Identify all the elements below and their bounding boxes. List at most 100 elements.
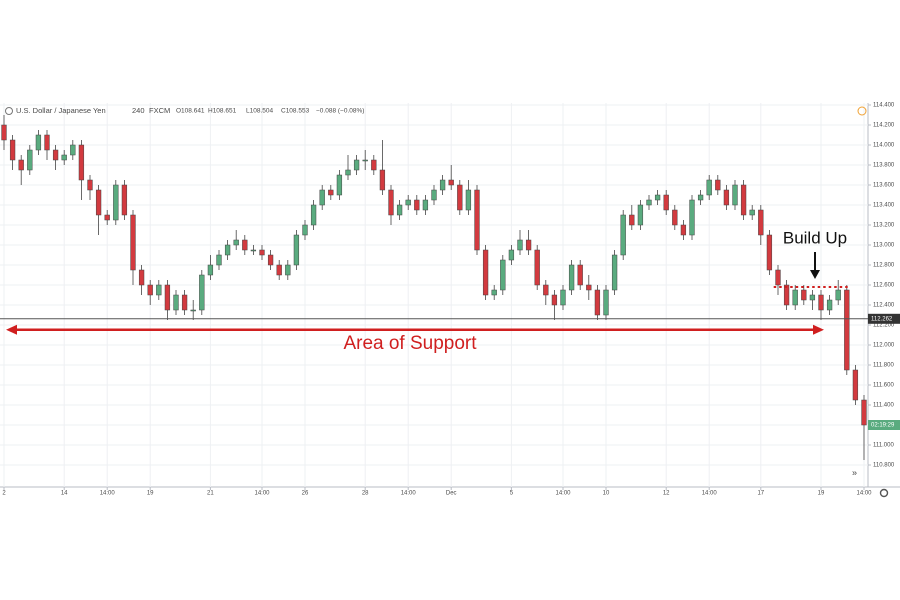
- candle-body: [723, 189, 730, 206]
- candle-body: [629, 214, 635, 226]
- candle-body: [783, 284, 790, 306]
- alert-icon[interactable]: [857, 106, 867, 116]
- build-up-arrow-head: [810, 270, 820, 279]
- x-tick-label: 14:00: [856, 491, 872, 497]
- candle-body: [70, 144, 76, 156]
- candle-body: [818, 294, 824, 311]
- chart-frame: [0, 103, 900, 500]
- candle-body: [715, 179, 721, 191]
- candle-body: [594, 289, 601, 316]
- candle-body: [431, 189, 437, 201]
- interval: 240: [132, 106, 145, 115]
- x-tick-label: 21: [207, 491, 214, 497]
- x-tick-label: 14:00: [100, 491, 116, 497]
- y-tick-label: 111.600: [873, 383, 894, 389]
- candle-body: [577, 264, 583, 286]
- candle-body: [749, 209, 755, 216]
- candle-body: [792, 289, 798, 306]
- candle-body: [319, 189, 325, 206]
- y-tick-label: 111.400: [873, 403, 894, 409]
- candle-body: [543, 284, 549, 296]
- y-tick-label: 112.200: [873, 323, 895, 329]
- candle-body: [844, 289, 850, 371]
- candle-body: [181, 294, 188, 311]
- candle-body: [276, 264, 282, 276]
- candle-body: [78, 144, 85, 181]
- candle-body: [482, 249, 489, 296]
- candle-body: [517, 239, 523, 251]
- candle-body: [697, 194, 704, 201]
- candle-body: [835, 289, 841, 301]
- candle-body: [560, 289, 566, 306]
- candle-body: [199, 274, 205, 311]
- candle-body: [809, 294, 816, 301]
- candle-body: [586, 284, 592, 291]
- x-tick-label: 19: [818, 491, 825, 497]
- candle-body: [414, 199, 420, 211]
- candle-body: [508, 249, 515, 261]
- candle-body: [551, 294, 558, 306]
- x-tick-label: 14: [61, 491, 68, 497]
- x-tick-label: 14:00: [702, 491, 718, 497]
- candle-body: [104, 214, 110, 221]
- candle-body: [654, 194, 661, 201]
- candle-body: [396, 204, 403, 216]
- candle-body: [138, 269, 145, 286]
- candle-body: [465, 189, 472, 211]
- candle-body: [87, 179, 93, 191]
- x-tick-label: 5: [510, 491, 514, 497]
- candle-body: [620, 214, 626, 256]
- labels: 110.800111.000111.200111.400111.600111.8…: [2, 103, 900, 497]
- candle-body: [439, 179, 446, 191]
- y-tick-label: 114.000: [873, 143, 895, 149]
- candle-body: [27, 149, 33, 171]
- candle-body: [353, 159, 360, 171]
- candle-body: [457, 184, 463, 211]
- y-tick-label: 112.600: [873, 283, 895, 289]
- y-tick-label: 113.000: [873, 243, 895, 249]
- support-arrow-head: [6, 324, 17, 335]
- candle-body: [603, 289, 609, 316]
- candle-body: [190, 309, 196, 312]
- candle-body: [293, 234, 300, 266]
- y-tick-label: 111.000: [873, 443, 894, 449]
- candle-body: [242, 239, 248, 251]
- support-arrow-head: [813, 324, 824, 335]
- candle-body: [44, 134, 50, 151]
- candle-body: [706, 179, 712, 196]
- candle-body: [345, 169, 351, 176]
- legend-high: H108.651: [208, 108, 237, 115]
- candle-body: [740, 184, 747, 216]
- candle-body: [525, 239, 532, 251]
- x-tick-label: 28: [362, 491, 369, 497]
- candle-body: [173, 294, 179, 311]
- x-tick-label: 2: [2, 491, 6, 497]
- candle-body: [18, 159, 24, 171]
- scroll-button[interactable]: »: [852, 467, 857, 477]
- candle-body: [732, 184, 738, 206]
- x-tick-label: 12: [663, 491, 670, 497]
- source: FXCM: [149, 106, 170, 115]
- y-tick-label: 110.800: [873, 463, 895, 469]
- x-tick-label: 10: [603, 491, 610, 497]
- candle-body: [233, 239, 239, 246]
- settings-icon[interactable]: [879, 488, 889, 498]
- support-price-label: 112.262: [871, 316, 893, 322]
- x-tick-label: 14:00: [254, 491, 270, 497]
- candle-body: [267, 254, 274, 266]
- candle-body: [336, 174, 343, 196]
- candle-body: [474, 189, 480, 251]
- candle-body: [9, 139, 16, 161]
- symbol-icon[interactable]: [5, 107, 13, 115]
- support-price-box: [868, 313, 900, 324]
- y-tick-label: 113.200: [873, 223, 895, 229]
- candle-body: [568, 264, 575, 291]
- build-up-label: Build Up: [783, 228, 847, 247]
- y-tick-label: 114.200: [873, 123, 895, 129]
- last-price-label: 02:19:29: [871, 423, 895, 429]
- candle-body: [611, 254, 618, 291]
- candle-body: [285, 264, 291, 276]
- candle-body: [689, 199, 695, 236]
